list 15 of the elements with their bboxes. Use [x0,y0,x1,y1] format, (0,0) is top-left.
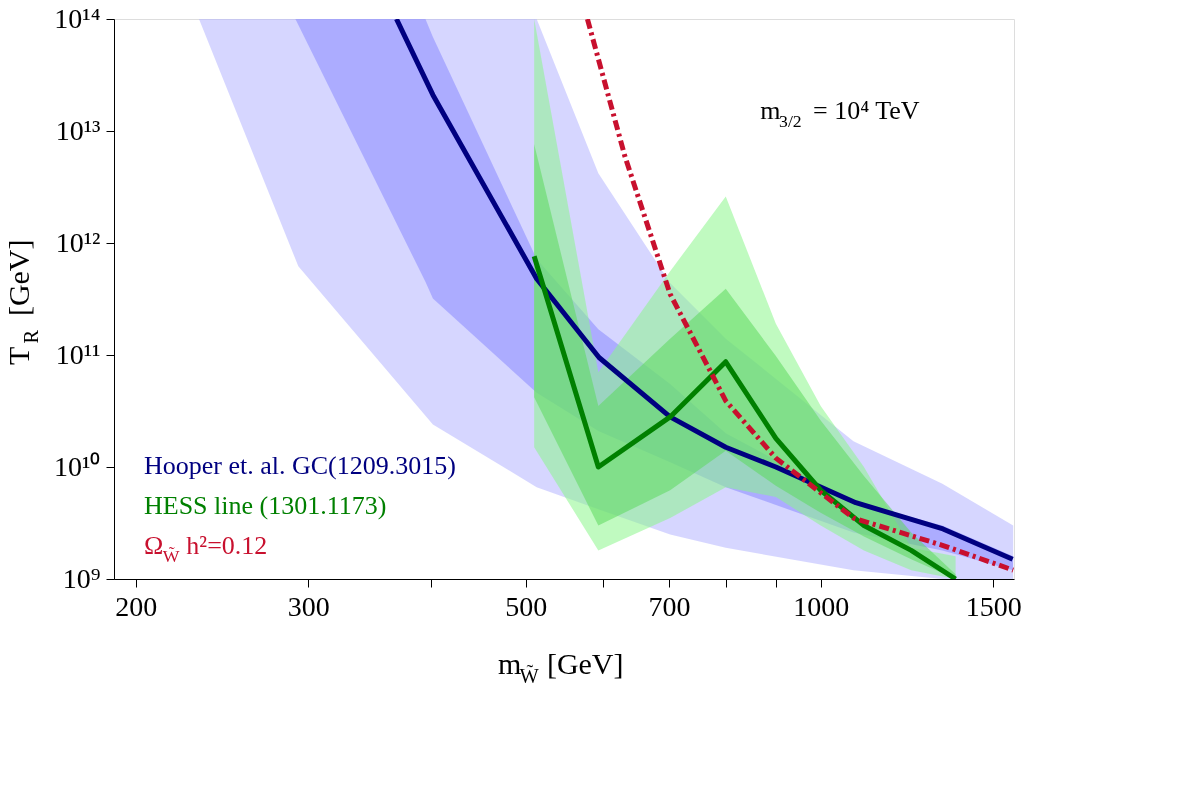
y-tick-label: 10¹⁰ [54,450,101,482]
x-tick-label: 1000 [793,590,850,622]
x-tick-label: 1500 [965,590,1022,622]
y-tick-label: 10⁹ [62,562,101,594]
y-tick-label: 10¹³ [55,114,101,146]
x-tick-label: 300 [287,590,330,622]
y-tick-label: 10¹¹ [55,338,101,370]
text: Hooper et. al. GC(1209.3015) [144,451,456,480]
y-axis-title: TR [GeV] [2,239,42,365]
x-tick-label: 500 [505,590,548,622]
y-tick-label: 10¹² [55,226,101,258]
y-tick-label: 10¹⁴ [54,2,101,34]
x-tick-label: 700 [648,590,691,622]
text: HESS line (1301.1173) [144,491,387,520]
x-tick-label: 200 [115,590,158,622]
